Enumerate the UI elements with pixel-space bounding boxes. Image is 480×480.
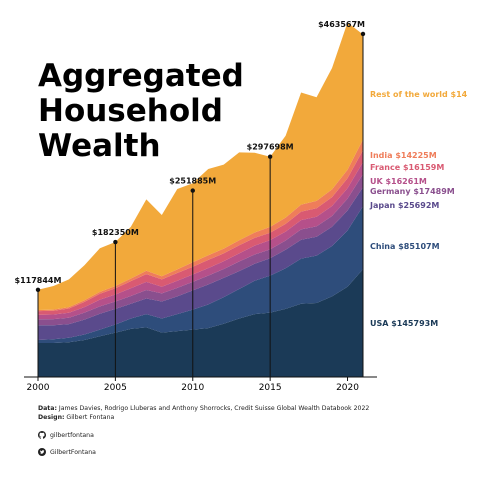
x-tick-label: 2000: [27, 383, 50, 393]
total-callouts: $117844M $182350M $251885M $297698M $463567M: [15, 20, 366, 377]
label-china: China $85107M: [370, 242, 440, 251]
data-source: Data: James Davies, Rodrigo Lluberas and…: [38, 405, 369, 412]
callout-label: $182350M: [92, 228, 139, 237]
twitter-link[interactable]: GilbertFontana: [38, 448, 96, 456]
github-link[interactable]: gilbertfontana: [38, 431, 94, 439]
label-japan: Japan $25692M: [369, 201, 439, 210]
title-line-1: Aggregated: [38, 58, 244, 94]
callout-dot: [360, 31, 366, 37]
stacked-areas: [38, 22, 363, 377]
title-line-2: Household: [38, 93, 223, 129]
data-source-text: James Davies, Rodrigo Lluberas and Antho…: [58, 405, 370, 412]
twitter-icon: [38, 448, 46, 456]
github-icon: [38, 431, 46, 439]
callout-dot: [190, 188, 195, 193]
label-rest-of-the-world: Rest of the world $14: [370, 90, 468, 99]
series-labels: USA $145793M China $85107M Japan $25692M Ge…: [369, 90, 468, 328]
area-usa: [38, 269, 363, 377]
x-axis: 2000 2005 2010 2015 2020: [24, 376, 377, 393]
callout-dot: [267, 154, 273, 159]
callout-label: $297698M: [247, 143, 294, 152]
design-credit-text: Gilbert Fontana: [66, 414, 115, 421]
design-credit: Design: Gilbert Fontana: [38, 414, 114, 421]
area-rest-of-the-world: [38, 22, 363, 311]
callout-dot: [113, 239, 118, 245]
twitter-handle: GilbertFontana: [50, 448, 96, 456]
callout-label: $463567M: [318, 20, 365, 29]
x-tick-label: 2005: [104, 383, 127, 393]
title-line-3: Wealth: [38, 128, 161, 164]
area-china: [38, 206, 363, 343]
label-germany: Germany $17489M: [370, 187, 455, 196]
label-usa: USA $145793M: [370, 319, 438, 328]
chart-title: Aggregated Household Wealth: [38, 58, 244, 164]
x-tick-label: 2010: [181, 383, 204, 393]
label-india: India $14225M: [370, 151, 437, 160]
x-tick-label: 2015: [259, 383, 282, 393]
area-japan: [38, 187, 363, 340]
callout-label: $117844M: [15, 276, 62, 285]
design-credit-label: Design:: [38, 414, 65, 421]
github-handle: gilbertfontana: [50, 431, 94, 439]
callout-label: $251885M: [169, 177, 216, 186]
x-tick-label: 2020: [336, 383, 359, 393]
label-france: France $16159M: [370, 163, 444, 172]
callout-dot: [35, 287, 41, 292]
data-source-label: Data:: [38, 405, 57, 412]
label-uk: UK $16261M: [370, 177, 427, 186]
